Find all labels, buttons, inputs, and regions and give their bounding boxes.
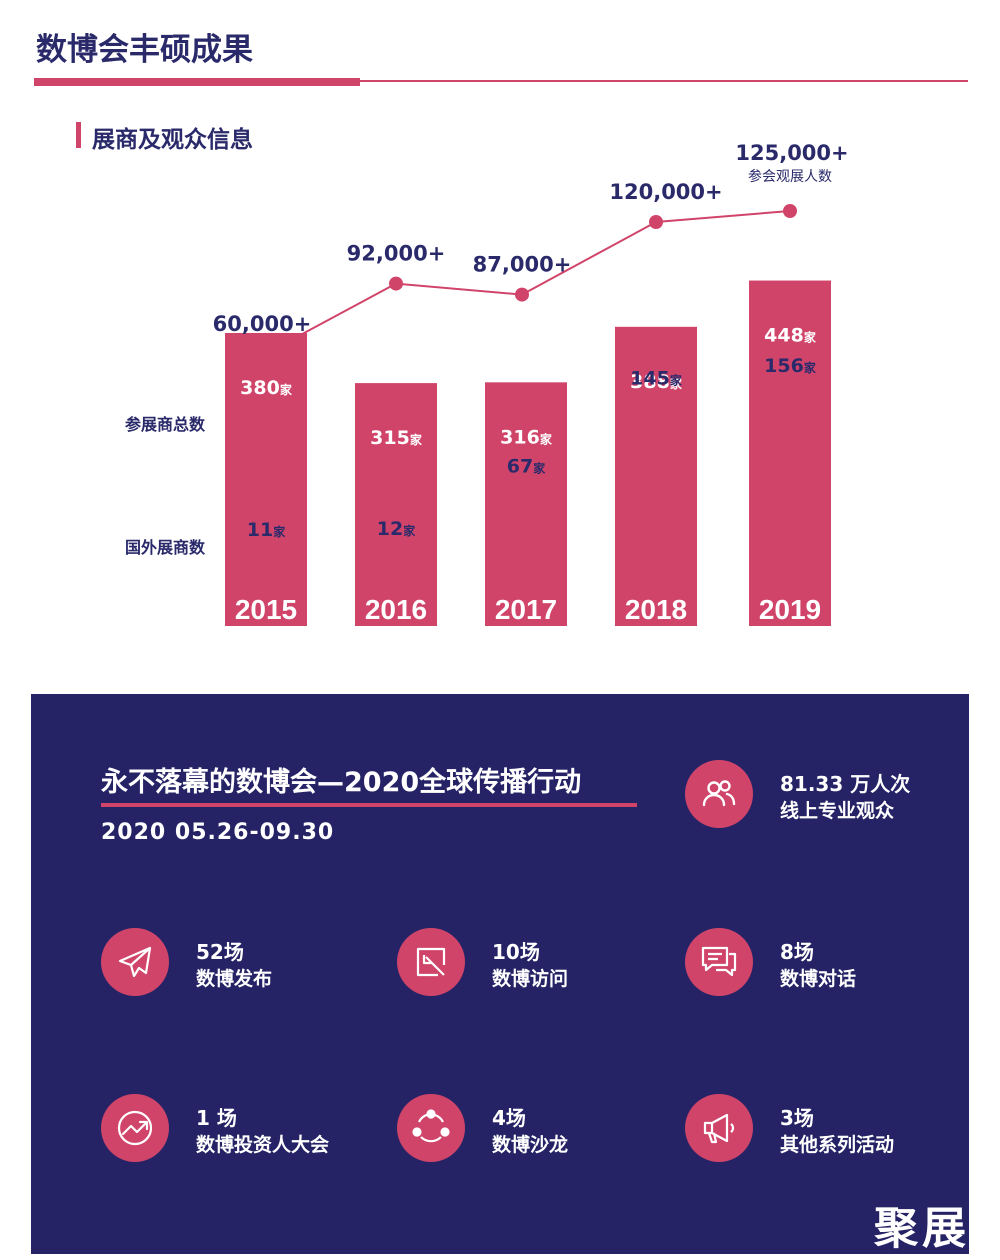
- visitor-series-label: 参会观展人数: [748, 168, 832, 185]
- bar-2017: [485, 382, 567, 626]
- series-label-total: 参展商总数: [125, 415, 206, 434]
- stat-value: 81.33 万人次: [780, 772, 911, 796]
- campaign-title: 永不落幕的数博会—2020全球传播行动: [101, 767, 582, 798]
- total-exhibitors-label-2016: 315家: [370, 427, 423, 449]
- campaign-date: 2020 05.26-09.30: [101, 820, 335, 845]
- megaphone-icon: [685, 1094, 753, 1162]
- foreign-exhibitors-label-2015: 11家: [247, 519, 286, 541]
- foreign-exhibitors-label-2019: 156家: [764, 355, 817, 377]
- stat-desc: 其他系列活动: [780, 1134, 895, 1156]
- year-label-2016: 2016: [365, 594, 427, 625]
- visitor-label-2016: 92,000+: [347, 242, 446, 266]
- bar-2016: [355, 383, 437, 626]
- stat-value: 10场: [492, 940, 540, 964]
- total-exhibitors-label-2017: 316家: [500, 426, 553, 448]
- audience-icon: [685, 760, 753, 828]
- page-title: 数博会丰硕成果: [36, 32, 253, 68]
- campaign-panel: 永不落幕的数博会—2020全球传播行动 2020 05.26-09.30 81.…: [31, 694, 969, 1254]
- bar-2019: [749, 280, 831, 626]
- year-label-2017: 2017: [495, 594, 557, 625]
- bar-2018: [615, 326, 697, 626]
- stat-desc: 数博投资人大会: [196, 1134, 330, 1156]
- watermark: 聚展: [874, 1203, 970, 1254]
- visitor-label-2018: 120,000+: [609, 180, 722, 204]
- foreign-exhibitors-label-2018: 145家: [630, 367, 683, 389]
- stat-desc: 数博发布: [196, 968, 273, 990]
- year-label-2019: 2019: [759, 594, 821, 625]
- visitor-point-2017: [515, 287, 529, 302]
- network-icon: [397, 1094, 465, 1162]
- stat-value: 4场: [492, 1106, 526, 1130]
- campaign-title-underline: [101, 803, 637, 807]
- title-divider-accent: [34, 78, 360, 86]
- visitor-label-2017: 87,000+: [473, 253, 572, 277]
- stat-desc: 数博对话: [780, 968, 857, 990]
- visitor-point-2016: [389, 276, 403, 291]
- stat-value: 8场: [780, 940, 814, 964]
- visitor-point-2015: [258, 347, 272, 361]
- chat-icon: [685, 928, 753, 996]
- trend-up-icon: [101, 1094, 169, 1162]
- section-marker: [76, 122, 81, 148]
- total-exhibitors-label-2018: 388家: [630, 371, 683, 393]
- paper-plane-icon: [101, 928, 169, 996]
- stat-desc: 数博沙龙: [492, 1134, 569, 1156]
- total-exhibitors-label-2019: 448家: [764, 325, 817, 347]
- foreign-exhibitors-label-2016: 12家: [377, 518, 416, 540]
- year-label-2015: 2015: [235, 594, 297, 625]
- total-exhibitors-label-2015: 380家: [240, 377, 293, 399]
- stat-value: 3场: [780, 1106, 814, 1130]
- visitor-point-2018: [649, 215, 663, 229]
- visitor-point-2019: [783, 204, 797, 218]
- visitor-label-2015: 60,000+: [213, 312, 312, 336]
- bar-2015: [225, 332, 307, 626]
- stat-desc: 线上专业观众: [780, 800, 895, 822]
- year-label-2018: 2018: [625, 594, 687, 625]
- exhibitor-visitor-chart: 2015 380家 11家 2016 315家 12家 2017 316家 67家 2018 388…: [213, 141, 849, 626]
- section-title: 展商及观众信息: [92, 127, 253, 153]
- stat-value: 52场: [196, 940, 244, 964]
- stat-value: 1 场: [196, 1106, 237, 1130]
- title-divider: [34, 80, 968, 82]
- visitor-label-2019: 125,000+: [735, 141, 848, 165]
- series-label-foreign: 国外展商数: [125, 538, 206, 557]
- visitor-line: [264, 210, 791, 355]
- cursor-click-icon: [397, 928, 465, 996]
- foreign-exhibitors-label-2017: 67家: [507, 456, 546, 478]
- stat-desc: 数博访问: [492, 968, 569, 990]
